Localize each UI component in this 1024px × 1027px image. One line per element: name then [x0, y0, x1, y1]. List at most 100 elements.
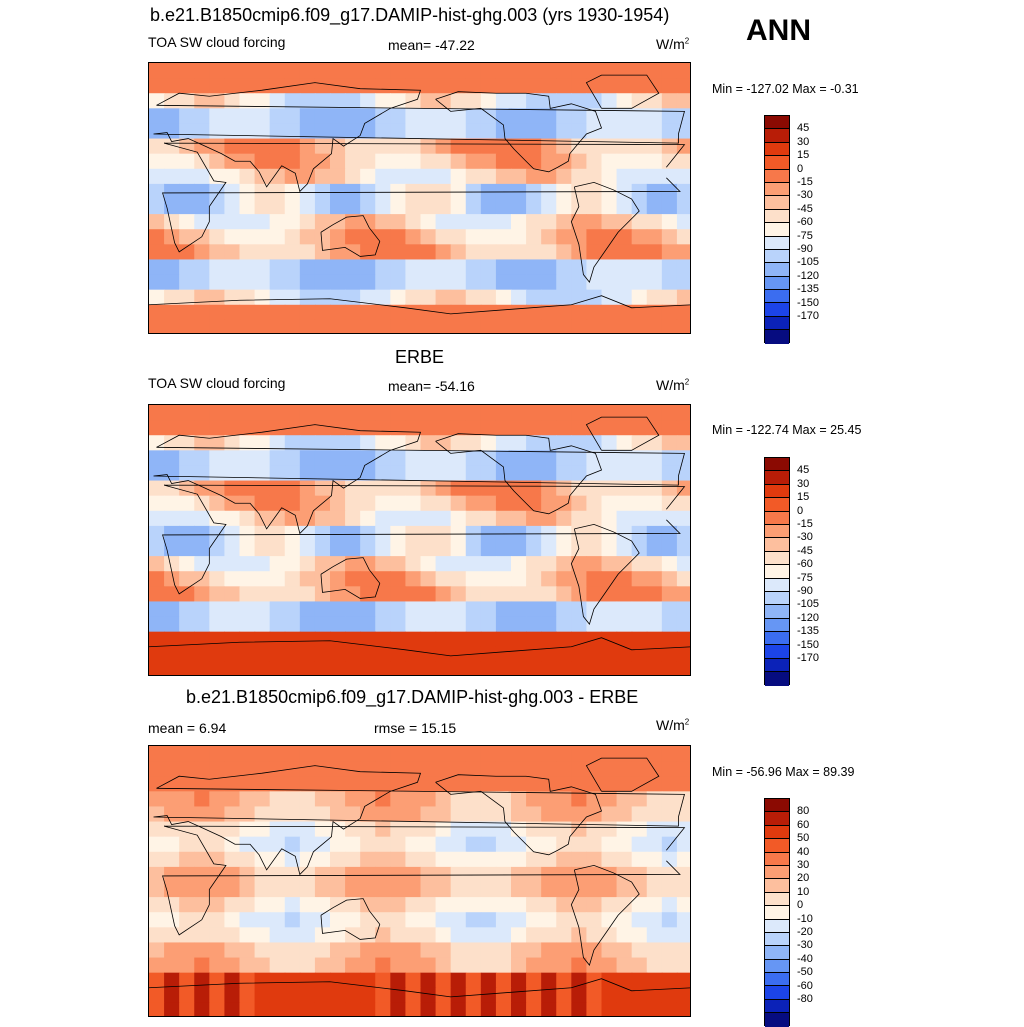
panel-1-map: [148, 62, 691, 334]
map-cell: [676, 1002, 690, 1016]
map-cell: [646, 63, 663, 79]
map-cell: [435, 761, 452, 777]
map-cell: [405, 987, 422, 1004]
map-cell: [375, 912, 391, 928]
map-cell: [631, 601, 648, 618]
map-cell: [239, 776, 256, 792]
map-cell: [601, 289, 618, 306]
map-cell: [480, 912, 497, 928]
map-cell: [661, 274, 678, 291]
map-cell: [314, 420, 331, 436]
map-cell: [631, 319, 648, 333]
map-cell: [480, 465, 497, 482]
colorbar-swatch: [765, 538, 789, 552]
map-cell: [435, 420, 452, 436]
map-cell: [616, 510, 633, 527]
map-cell: [526, 972, 542, 989]
map-cell: [149, 214, 165, 230]
coastline: [435, 433, 603, 515]
map-cell: [314, 450, 331, 467]
colorbar-swatch: [765, 236, 789, 250]
map-cell: [299, 465, 316, 482]
map-cell: [179, 525, 195, 542]
map-cell: [420, 525, 437, 542]
map-cell: [179, 168, 195, 185]
colorbar-swatch: [765, 632, 789, 646]
map-cell: [269, 199, 286, 215]
map-cell: [360, 259, 376, 276]
panel-3-colorbar: [764, 798, 790, 1027]
map-cell: [541, 450, 557, 467]
map-cell: [676, 510, 690, 527]
map-cell: [526, 274, 542, 291]
map-cell: [390, 405, 407, 421]
map-cell: [465, 821, 482, 838]
map-cell: [676, 836, 690, 853]
map-cell: [194, 244, 210, 261]
map-cell: [541, 836, 557, 853]
map-cell: [149, 1002, 165, 1016]
map-cell: [616, 571, 633, 587]
map-cell: [676, 927, 690, 944]
map-cell: [601, 761, 618, 777]
map-cell: [345, 304, 361, 321]
map-cell: [435, 1002, 452, 1016]
map-cell: [330, 791, 346, 808]
map-cell: [526, 927, 542, 944]
map-cell: [375, 259, 391, 276]
colorbar-swatch: [765, 672, 789, 686]
map-cell: [149, 821, 165, 838]
map-cell: [209, 761, 226, 777]
map-cell: [224, 851, 241, 868]
map-cell: [224, 63, 241, 79]
map-cell: [405, 274, 422, 291]
map-cell: [495, 586, 512, 603]
map-cell: [299, 631, 316, 648]
map-cell: [314, 274, 331, 291]
map-cell: [676, 616, 690, 633]
map-cell: [495, 405, 512, 421]
map-cell: [661, 746, 678, 762]
map-cell: [676, 93, 690, 109]
map-cell: [465, 480, 482, 497]
map-cell: [646, 746, 663, 762]
map-cell: [345, 942, 361, 959]
map-cell: [254, 274, 271, 291]
map-cell: [209, 646, 226, 663]
map-cell: [299, 78, 316, 94]
map-cell: [314, 510, 331, 527]
map-cell: [390, 897, 407, 913]
map-cell: [390, 108, 407, 125]
map-cell: [269, 289, 286, 306]
map-cell: [526, 153, 542, 170]
map-cell: [435, 274, 452, 291]
colorbar-label: -10: [797, 912, 813, 925]
map-cell: [390, 972, 407, 989]
map-cell: [646, 244, 663, 261]
map-cell: [526, 78, 542, 94]
map-cell: [254, 214, 271, 230]
map-cell: [420, 942, 437, 959]
map-cell: [511, 882, 527, 898]
map-cell: [284, 199, 301, 215]
map-cell: [571, 319, 588, 333]
map-cell: [284, 1002, 301, 1016]
map-cell: [495, 836, 512, 853]
map-cell: [465, 761, 482, 777]
map-cell: [314, 616, 331, 633]
map-cell: [284, 571, 301, 587]
map-cell: [405, 897, 422, 913]
map-cell: [239, 882, 256, 898]
map-cell: [676, 586, 690, 603]
map-cell: [390, 616, 407, 633]
map-cell: [149, 972, 165, 989]
map-cell: [194, 450, 210, 467]
map-cell: [209, 183, 226, 200]
map-cell: [420, 123, 437, 140]
map-cell: [299, 556, 316, 572]
map-cell: [631, 972, 648, 989]
map-cell: [676, 646, 690, 663]
map-cell: [284, 510, 301, 527]
map-cell: [435, 882, 452, 898]
map-cell: [646, 123, 663, 140]
